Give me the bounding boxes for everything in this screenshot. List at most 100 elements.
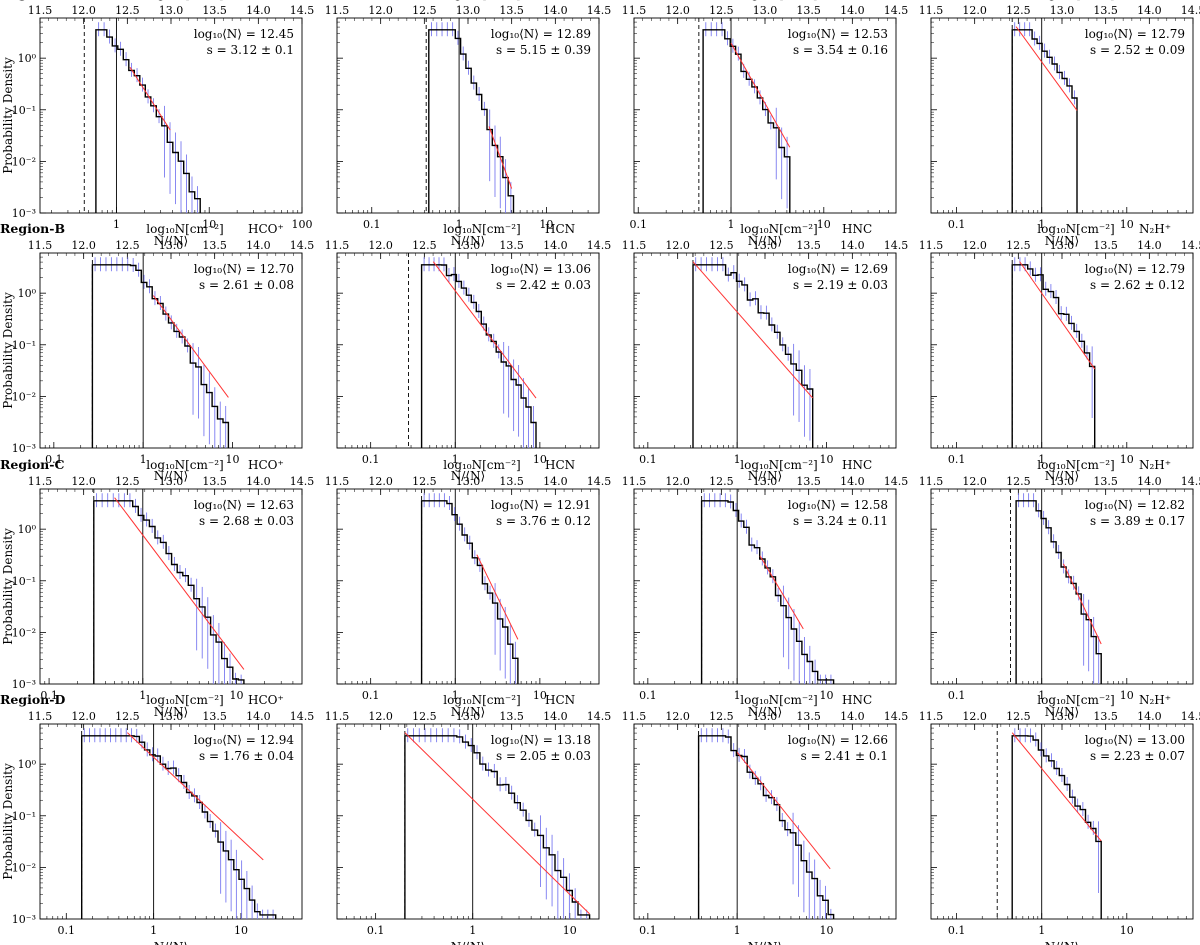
- top-tick-label: 11.5: [28, 4, 53, 17]
- top-tick-label: 11.5: [28, 475, 53, 488]
- s-annotation: s = 2.42 ± 0.03: [496, 278, 591, 292]
- panel-region-c-3: 0.1 1 10 11.5 12.0 12.5 13.0 13.5 14.0 14.5 log₁₀N…: [622, 458, 909, 719]
- top-tick-label: 13.0: [753, 475, 778, 488]
- top-tick-label: 13.0: [1050, 710, 1075, 723]
- s-annotation: s = 2.19 ± 0.03: [793, 278, 888, 292]
- panel-region-c-2: 0.1 1 10 11.5 12.0 12.5 13.0 13.5 14.0 14.5 log₁₀N…: [325, 458, 612, 719]
- x-tick-label: 10: [533, 453, 547, 466]
- s-annotation: s = 2.62 ± 0.12: [1090, 278, 1185, 292]
- top-tick-label: 12.0: [71, 239, 96, 252]
- top-tick-label: 11.5: [622, 239, 647, 252]
- mean-annotation: log₁₀⟨N⟩ = 12.69: [788, 262, 888, 276]
- top-tick-label: 11.5: [325, 475, 350, 488]
- power-law-fit: [152, 295, 229, 398]
- x-tick-label: 0.1: [629, 218, 647, 231]
- top-axis-label: log₁₀N[cm⁻²]: [1037, 0, 1114, 1]
- top-tick-label: 14.5: [587, 239, 612, 252]
- x-tick-label: 1: [728, 218, 735, 231]
- molecule-label: HCO⁺: [248, 0, 284, 1]
- top-tick-label: 14.0: [246, 710, 271, 723]
- x-tick-label: 10: [230, 689, 244, 702]
- top-tick-label: 14.5: [884, 475, 909, 488]
- top-tick-label: 13.5: [796, 4, 821, 17]
- mean-annotation: log₁₀⟨N⟩ = 12.82: [1085, 498, 1185, 512]
- molecule-label: N₂H⁺: [1139, 222, 1171, 236]
- top-tick-label: 12.5: [115, 4, 140, 17]
- x-axis-label: N/⟨N⟩: [451, 940, 485, 945]
- x-axis-label: N/⟨N⟩: [154, 234, 188, 248]
- x-tick-label: 1: [140, 453, 147, 466]
- top-tick-label: 13.0: [456, 4, 481, 17]
- top-tick-label: 13.5: [499, 710, 524, 723]
- x-tick-label: 1: [734, 689, 741, 702]
- top-tick-label: 14.5: [884, 239, 909, 252]
- top-tick-label: 14.0: [840, 475, 865, 488]
- x-axis-label: N/⟨N⟩: [451, 469, 485, 483]
- power-law-fit: [1011, 732, 1102, 842]
- s-annotation: s = 3.76 ± 0.12: [496, 514, 591, 528]
- y-axis-label: Probability Density: [1, 57, 15, 174]
- top-tick-label: 11.5: [919, 4, 944, 17]
- y-tick-label: 10⁰: [18, 523, 37, 536]
- top-tick-label: 14.0: [543, 4, 568, 17]
- top-tick-label: 12.0: [962, 239, 987, 252]
- x-tick-label: 0.1: [363, 218, 381, 231]
- x-tick-label: 0.1: [362, 689, 380, 702]
- top-axis-label: log₁₀N[cm⁻²]: [1037, 458, 1114, 472]
- x-tick-label: 1: [1038, 689, 1045, 702]
- panel-region-d-3: 0.1 1 10 11.5 12.0 12.5 13.0 13.5 14.0 14.5 log₁₀N…: [622, 693, 909, 945]
- top-axis-label: log₁₀N[cm⁻²]: [740, 222, 817, 236]
- x-tick-label: 1: [734, 453, 741, 466]
- histogram-step: [692, 264, 814, 448]
- mean-annotation: log₁₀⟨N⟩ = 13.18: [491, 733, 591, 747]
- top-tick-label: 13.0: [159, 4, 184, 17]
- y-tick-label: 10⁻²: [12, 390, 36, 403]
- top-tick-label: 13.0: [456, 239, 481, 252]
- top-tick-label: 12.5: [1006, 239, 1031, 252]
- x-tick-label: 0.1: [639, 453, 657, 466]
- top-axis-label: log₁₀N[cm⁻²]: [740, 693, 817, 707]
- top-tick-label: 12.0: [665, 4, 690, 17]
- top-tick-label: 11.5: [28, 239, 53, 252]
- top-tick-label: 14.0: [840, 4, 865, 17]
- power-law-fit: [1015, 26, 1078, 111]
- top-tick-label: 12.0: [71, 710, 96, 723]
- x-tick-label: 0.1: [639, 689, 657, 702]
- top-axis-label: log₁₀N[cm⁻²]: [443, 693, 520, 707]
- top-tick-label: 12.0: [665, 710, 690, 723]
- power-law-fit: [736, 751, 831, 870]
- histogram-step: [95, 29, 201, 213]
- s-annotation: s = 1.76 ± 0.04: [199, 749, 294, 763]
- histogram-step: [700, 500, 835, 684]
- top-tick-label: 14.0: [840, 710, 865, 723]
- y-axis-label: Probability Density: [1, 292, 15, 409]
- top-tick-label: 12.5: [1006, 4, 1031, 17]
- top-tick-label: 11.5: [622, 475, 647, 488]
- top-tick-label: 14.0: [246, 4, 271, 17]
- y-tick-label: 10⁻²: [12, 155, 36, 168]
- power-law-fit: [1019, 261, 1096, 370]
- y-tick-label: 10⁻¹: [12, 104, 36, 117]
- top-tick-label: 12.0: [665, 239, 690, 252]
- top-tick-label: 13.5: [202, 475, 227, 488]
- x-tick-label: 10: [1120, 689, 1134, 702]
- mean-annotation: log₁₀⟨N⟩ = 12.70: [194, 262, 294, 276]
- s-annotation: s = 3.54 ± 0.16: [793, 43, 888, 57]
- x-tick-label: 0.1: [362, 453, 380, 466]
- molecule-label: HCN: [545, 693, 575, 707]
- panel-region-b-2: 0.1 1 10 11.5 12.0 12.5 13.0 13.5 14.0 14.5 log₁₀N…: [325, 222, 612, 483]
- histogram-step: [404, 735, 591, 919]
- x-tick-label: 0.1: [40, 689, 58, 702]
- top-axis-label: log₁₀N[cm⁻²]: [146, 693, 223, 707]
- top-axis-label: log₁₀N[cm⁻²]: [1037, 693, 1114, 707]
- s-annotation: s = 2.23 ± 0.07: [1090, 749, 1185, 763]
- mean-annotation: log₁₀⟨N⟩ = 12.63: [194, 498, 294, 512]
- x-tick-label: 1: [1038, 453, 1045, 466]
- top-tick-label: 13.0: [1050, 239, 1075, 252]
- molecule-label: HCO⁺: [248, 458, 284, 472]
- s-annotation: s = 2.41 ± 0.1: [801, 749, 888, 763]
- top-tick-label: 13.5: [796, 239, 821, 252]
- molecule-label: HCN: [545, 222, 575, 236]
- top-tick-label: 13.5: [202, 710, 227, 723]
